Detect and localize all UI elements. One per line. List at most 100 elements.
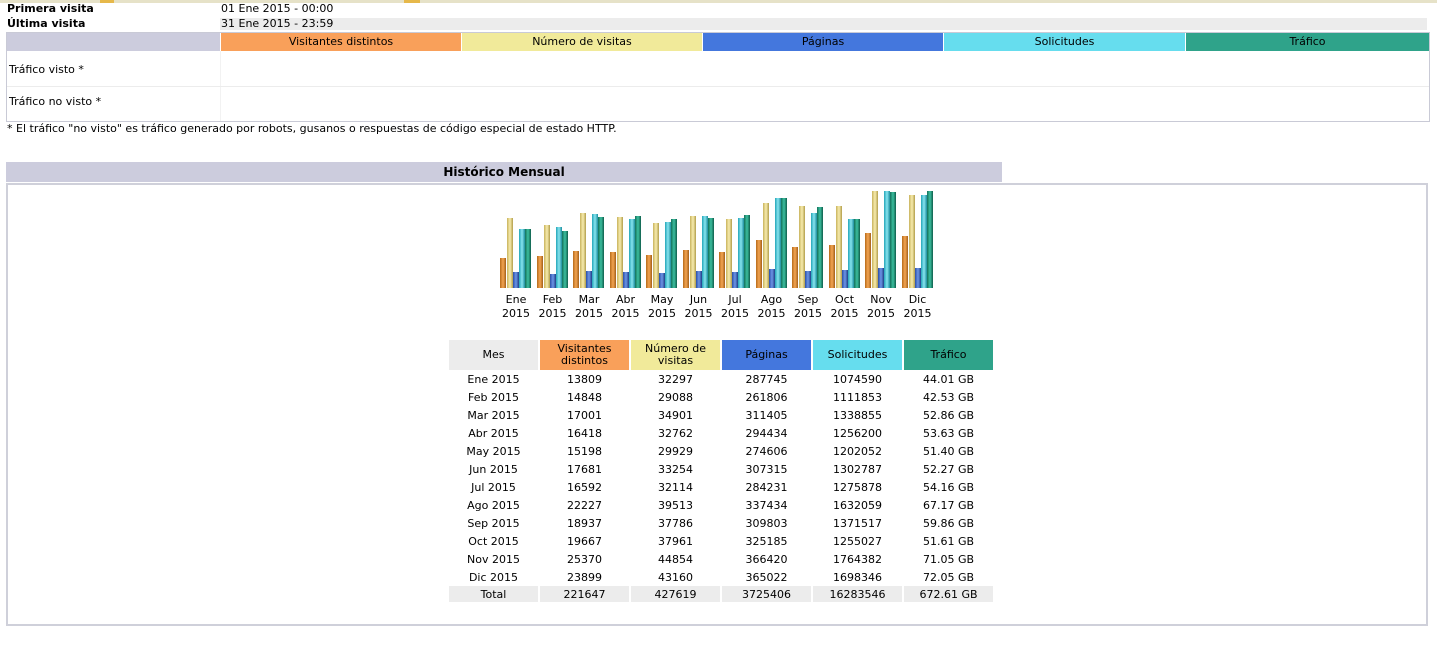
cell-hits: 1255027 <box>833 534 882 548</box>
table-row: Sep 2015 18937 37786 309803 1371517 59.86 GB <box>449 514 993 532</box>
bar-visits <box>653 223 659 288</box>
cell-traffic: 44.01 GB <box>922 372 975 386</box>
cell-visitors: 13809 <box>567 372 602 386</box>
summary-col-hits: Solicitudes <box>944 33 1185 51</box>
bar-visits <box>616 217 623 288</box>
cell-hits: 1275878 <box>833 480 882 494</box>
cell-month: Dic 2015 <box>468 570 519 584</box>
summary-col-traffic: Tráfico <box>1186 33 1429 51</box>
bar-hits <box>665 222 671 288</box>
cell-traffic: 54.16 GB <box>922 480 975 494</box>
total-pages: 3725406 <box>722 586 811 602</box>
summary-footnote: * El tráfico "no visto" es tráfico gener… <box>7 122 617 135</box>
cell-hits: 1202052 <box>833 444 882 458</box>
bar-visitors <box>682 250 689 288</box>
cell-month: May 2015 <box>466 444 521 458</box>
summary-header-row: Visitantes distintos Número de visitas P… <box>7 33 1429 51</box>
cell-month: Jun 2015 <box>469 462 518 476</box>
bar-hits <box>884 191 890 288</box>
bar-hits <box>555 227 562 288</box>
cell-pages: 274606 <box>745 444 788 458</box>
x-tick-month: May <box>650 293 674 306</box>
monthly-history-panel <box>6 183 1428 626</box>
bar-visitors <box>755 240 762 288</box>
bar-pages <box>841 270 848 288</box>
window-top-strip <box>0 0 1437 3</box>
bar-hits <box>738 218 744 288</box>
bar-traffic <box>671 219 677 288</box>
x-tick-label: Ago 2015 <box>754 293 790 321</box>
bar-pages <box>768 269 775 288</box>
header-hits: Solicitudes <box>813 340 902 370</box>
first-visit-value: 01 Ene 2015 - 00:00 <box>221 2 334 15</box>
x-tick-month: Dic <box>908 293 927 306</box>
bar-pages <box>805 271 811 288</box>
x-tick-label: Jul 2015 <box>717 293 753 321</box>
x-tick-label: Mar 2015 <box>571 293 607 321</box>
bar-visits <box>799 206 805 288</box>
x-tick-year: 2015 <box>611 307 640 320</box>
x-tick-label: Jun 2015 <box>681 293 717 321</box>
bar-pages <box>513 272 519 288</box>
bar-hits <box>592 214 598 288</box>
cell-hits: 1632059 <box>833 498 882 512</box>
cell-visits: 34901 <box>658 408 693 422</box>
cell-visitors: 14848 <box>567 390 602 404</box>
x-tick-year: 2015 <box>538 307 567 320</box>
monthly-history-title: Histórico Mensual <box>6 162 1002 182</box>
bar-pages <box>695 271 702 288</box>
x-tick-label: Nov 2015 <box>863 293 899 321</box>
x-tick-year: 2015 <box>684 307 713 320</box>
cell-traffic: 53.63 GB <box>922 426 975 440</box>
cell-hits: 1074590 <box>833 372 882 386</box>
x-tick-year: 2015 <box>794 307 822 320</box>
bar-traffic <box>634 216 641 288</box>
first-visit-row: Primera visita 01 Ene 2015 - 00:00 <box>7 3 1427 15</box>
x-tick-label: Oct 2015 <box>827 293 863 321</box>
bar-visitors <box>792 247 798 288</box>
bar-visits <box>762 203 769 288</box>
cell-pages: 284231 <box>745 480 788 494</box>
bar-traffic <box>598 217 604 288</box>
x-tick-month: Jul <box>728 293 742 306</box>
cell-month: Feb 2015 <box>468 390 519 404</box>
bar-visits <box>872 191 878 288</box>
x-tick-year: 2015 <box>648 307 676 320</box>
cell-pages: 307315 <box>745 462 788 476</box>
header-traffic: Tráfico <box>904 340 993 370</box>
bar-traffic <box>853 219 860 288</box>
bar-pages <box>622 272 629 288</box>
x-tick-month: Mar <box>578 293 600 306</box>
x-tick-year: 2015 <box>903 307 932 320</box>
bar-hits <box>811 213 817 288</box>
header-pages: Páginas <box>722 340 811 370</box>
cell-month: Abr 2015 <box>468 426 519 440</box>
table-row: Dic 2015 23899 43160 365022 1698346 72.05 GB <box>449 568 993 586</box>
x-tick-month: Jun <box>689 293 708 306</box>
bar-visitors <box>573 251 579 288</box>
table-row: Mar 2015 17001 34901 311405 1338855 52.86 GB <box>449 406 993 424</box>
cell-traffic: 52.27 GB <box>922 462 975 476</box>
header-month: Mes <box>449 340 538 370</box>
cell-visitors: 17001 <box>567 408 602 422</box>
cell-month: Ago 2015 <box>467 498 520 512</box>
total-label: Total <box>449 586 538 602</box>
monthly-header-row: Mes Visitantes distintos Número de visit… <box>449 340 993 370</box>
x-tick-month: Abr <box>615 293 636 306</box>
bar-hits <box>920 195 927 288</box>
cell-hits: 1302787 <box>833 462 882 476</box>
cell-pages: 311405 <box>745 408 788 422</box>
cell-traffic: 51.40 GB <box>922 444 975 458</box>
monthly-bar-chart <box>496 188 940 288</box>
table-row: May 2015 15198 29929 274606 1202052 51.40 GB <box>449 442 993 460</box>
summary-row-not-viewed: Tráfico no visto * <box>9 95 102 108</box>
bar-visitors <box>500 258 506 288</box>
bar-traffic <box>817 207 823 288</box>
cell-visits: 32762 <box>658 426 693 440</box>
bar-visitors <box>828 245 835 288</box>
bar-pages <box>549 274 556 288</box>
cell-traffic: 67.17 GB <box>922 498 975 512</box>
bar-pages <box>878 268 884 288</box>
bar-traffic <box>525 229 531 288</box>
x-tick-year: 2015 <box>867 307 895 320</box>
